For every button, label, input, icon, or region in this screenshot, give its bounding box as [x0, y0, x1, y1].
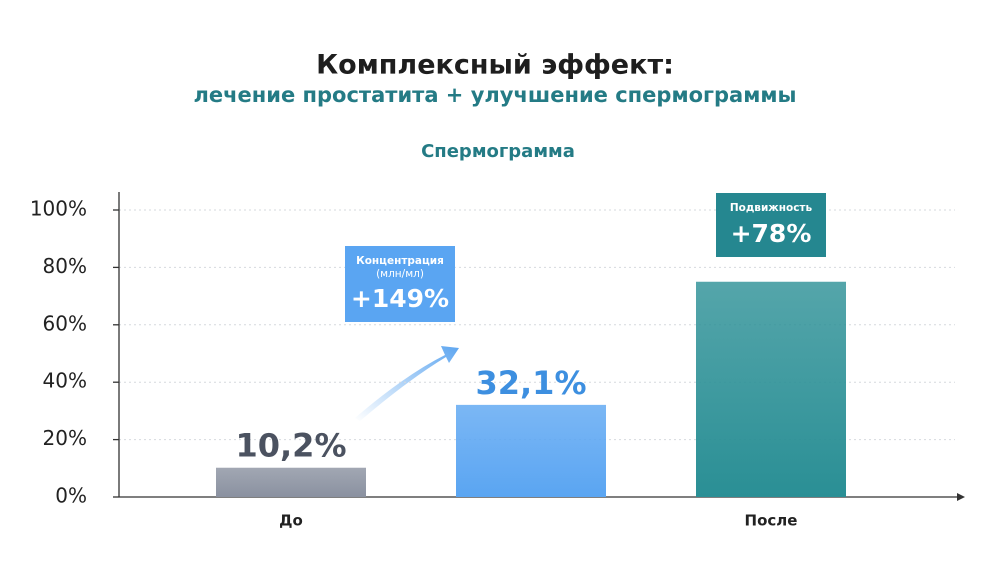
x-tick-label: После: [745, 512, 798, 530]
y-tick-label: 20%: [43, 426, 87, 450]
y-tick-label: 60%: [43, 311, 87, 335]
y-tick-label: 40%: [43, 369, 87, 393]
chart-title: Комплексный эффект:: [316, 50, 674, 81]
annotation-box: [716, 193, 826, 257]
chart-subtitle: лечение простатита + улучшение спермогра…: [193, 83, 796, 107]
bar: [216, 467, 366, 497]
x-tick-label: До: [279, 512, 303, 530]
value-label: 32,1%: [475, 364, 586, 402]
trend-arrow: [355, 346, 459, 421]
bar: [696, 281, 846, 497]
y-tick-label: 0%: [55, 484, 87, 508]
value-label: 10,2%: [235, 427, 346, 465]
annotation-box: [345, 246, 455, 322]
plot-title: Спермограмма: [421, 141, 575, 162]
annotation-label: Концентрация: [356, 255, 444, 267]
annotation-value: +149%: [351, 284, 449, 313]
bar: [456, 404, 606, 497]
annotation-value: +78%: [731, 219, 812, 248]
y-tick-label: 100%: [30, 197, 87, 221]
annotation-label: Подвижность: [730, 202, 813, 214]
y-tick-label: 80%: [43, 254, 87, 278]
annotation-sublabel: (млн/мл): [376, 268, 424, 280]
x-axis-arrow: [957, 493, 965, 501]
